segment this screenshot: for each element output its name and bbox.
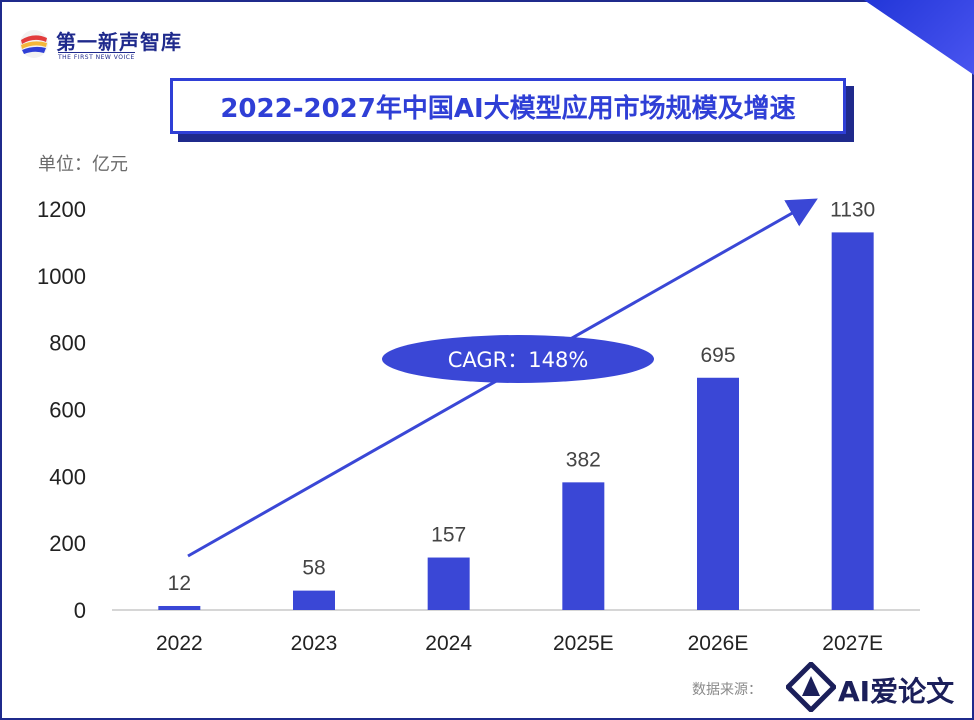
data-label: 12 [168,572,191,595]
logo: 第一新声智库 THE FIRST NEW VOICE [18,24,208,64]
y-tick-label: 800 [49,331,86,356]
data-label: 1130 [830,198,875,221]
data-label: 58 [302,557,325,580]
bar-2025E [562,482,605,610]
y-tick-label: 0 [74,598,86,623]
x-tick-label: 2027E [822,632,883,655]
bar-2027E [831,232,874,610]
data-label: 382 [566,448,601,471]
y-tick-label: 600 [49,398,86,423]
y-tick-label: 1200 [37,197,86,222]
y-tick-label: 400 [49,464,86,489]
source-label: 数据来源： [692,682,762,698]
chart-title: 2022-2027年中国AI大模型应用市场规模及增速 [220,93,796,124]
watermark-diamond-icon [784,660,838,714]
x-tick-label: 2026E [688,632,749,655]
x-tick-label: 2022 [156,632,203,655]
cagr-label: CAGR：148% [448,348,589,372]
watermark-logo: AI爱论文 [784,660,966,714]
y-tick-label: 1000 [37,264,86,289]
y-tick-label: 200 [49,531,86,556]
bar-2024 [427,557,470,610]
logo-mark-icon [20,30,48,58]
bar-2022 [158,605,201,610]
x-tick-label: 2023 [291,632,338,655]
cagr-ellipse [382,335,654,383]
bar-2023 [293,590,335,610]
logo-subtitle: THE FIRST NEW VOICE [58,52,135,61]
logo-text: 第一新声智库 [56,30,182,54]
watermark-text: AI爱论文 [838,675,955,708]
title-box: 2022-2027年中国AI大模型应用市场规模及增速 [170,78,846,134]
x-tick-label: 2024 [425,632,472,655]
bar-2026E [697,377,739,610]
unit-label: 单位：亿元 [38,154,128,175]
data-label: 157 [431,524,466,547]
x-tick-label: 2025E [553,632,614,655]
data-label: 695 [700,344,735,367]
